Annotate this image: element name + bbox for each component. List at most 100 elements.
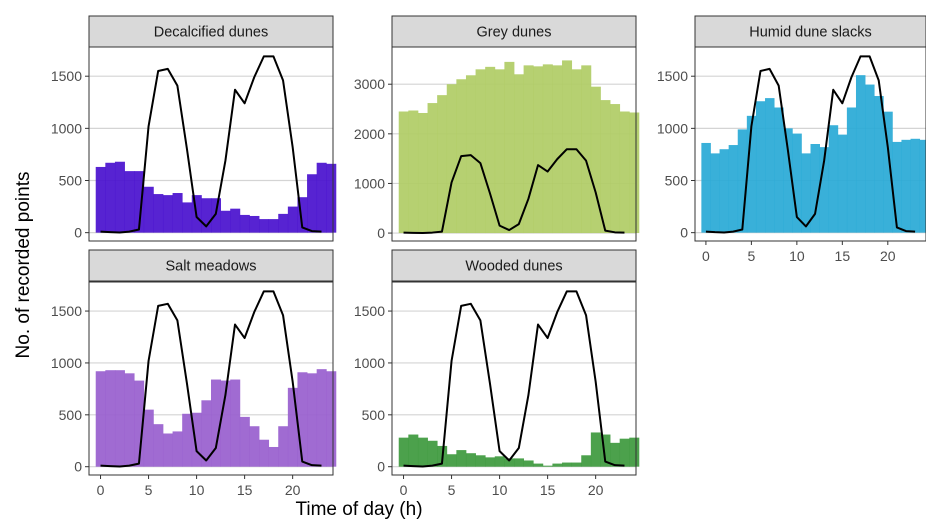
bar xyxy=(619,111,630,234)
panel-1: Decalcified dunes 0 500 1000 1500 xyxy=(51,15,337,242)
bar xyxy=(191,412,202,467)
y-tick-label: 0 xyxy=(74,225,82,241)
x-tick-label: 10 xyxy=(189,482,205,498)
bar xyxy=(172,193,183,233)
bar xyxy=(220,210,231,233)
bar xyxy=(134,171,145,233)
bar xyxy=(837,134,848,233)
bar xyxy=(95,166,106,233)
bar xyxy=(239,416,250,467)
bar xyxy=(465,75,476,234)
y-axis-title: No. of recorded points xyxy=(13,172,34,359)
bar xyxy=(398,437,409,467)
panel-border xyxy=(694,46,926,242)
bar xyxy=(710,153,720,233)
bar xyxy=(629,112,640,234)
x-tick-label: 10 xyxy=(789,248,805,264)
bar xyxy=(919,139,926,233)
bar xyxy=(408,434,419,467)
bar xyxy=(865,84,875,233)
bar xyxy=(901,139,911,233)
bar xyxy=(124,171,135,233)
bar xyxy=(249,426,260,467)
bar xyxy=(162,433,173,467)
bar xyxy=(590,86,601,234)
bar xyxy=(562,462,573,467)
x-tick-label: 20 xyxy=(285,482,301,498)
bar xyxy=(855,75,866,233)
bar xyxy=(239,214,250,233)
y-tick-label: 1000 xyxy=(354,355,385,371)
panel-border xyxy=(391,281,637,476)
bar xyxy=(182,202,193,233)
bar xyxy=(437,95,448,234)
x-tick-label: 20 xyxy=(880,248,896,264)
bar xyxy=(581,65,592,234)
bar xyxy=(408,110,419,234)
bar xyxy=(610,442,621,467)
x-tick-label: 15 xyxy=(540,482,556,498)
bar xyxy=(774,107,784,233)
bar xyxy=(417,437,428,467)
bar xyxy=(316,162,327,233)
bar xyxy=(153,194,164,233)
y-tick-label: 500 xyxy=(362,407,386,423)
series-line xyxy=(705,55,916,234)
bar xyxy=(755,101,766,233)
facet-strip xyxy=(88,15,334,48)
bar xyxy=(552,463,563,467)
bar xyxy=(504,61,515,234)
y-tick-label: 0 xyxy=(74,459,82,475)
bar xyxy=(494,69,505,234)
x-tick-label: 5 xyxy=(448,482,456,498)
bar xyxy=(783,128,793,233)
facet-title: Humid dune slacks xyxy=(749,25,872,41)
bar xyxy=(259,439,270,467)
bar xyxy=(143,409,154,467)
bar xyxy=(523,460,534,467)
panel-border xyxy=(391,46,637,242)
bar xyxy=(504,458,515,467)
bar xyxy=(201,400,212,467)
bar xyxy=(737,129,748,233)
x-tick-label: 5 xyxy=(747,248,755,264)
y-tick-label: 1500 xyxy=(51,303,82,319)
bar xyxy=(105,162,116,233)
bar xyxy=(95,371,106,467)
x-tick-label: 15 xyxy=(237,482,253,498)
bar xyxy=(485,66,496,234)
bar xyxy=(307,174,318,233)
bar xyxy=(610,104,621,234)
panel-5: Wooded dunes 0 500 1000 1500 0 5 10 15 20 xyxy=(354,249,640,498)
panel-border xyxy=(88,281,334,476)
bar xyxy=(629,437,640,467)
x-tick-label: 0 xyxy=(97,482,105,498)
bar xyxy=(398,111,409,234)
bar xyxy=(542,465,553,467)
y-tick-label: 3000 xyxy=(354,76,385,92)
bar xyxy=(701,142,711,233)
bar xyxy=(143,186,154,233)
bar xyxy=(846,107,857,233)
x-tick-label: 0 xyxy=(400,482,408,498)
y-tick-label: 500 xyxy=(59,407,83,423)
bar xyxy=(316,369,327,467)
y-tick-label: 1000 xyxy=(354,175,385,191)
bar xyxy=(124,373,135,467)
bar xyxy=(810,144,820,233)
bar xyxy=(465,453,476,467)
bar xyxy=(746,115,757,233)
y-tick-label: 0 xyxy=(377,459,385,475)
x-tick-label: 15 xyxy=(835,248,851,264)
panel-border xyxy=(88,46,334,242)
bar xyxy=(278,213,289,233)
bar xyxy=(874,96,884,233)
bar xyxy=(910,138,921,233)
panel-3: Humid dune slacks 0 500 1000 1500 0 5 10 15 20 xyxy=(657,15,926,264)
bar xyxy=(230,208,241,233)
y-tick-label: 1500 xyxy=(657,68,688,84)
y-tick-label: 0 xyxy=(377,225,385,241)
bar xyxy=(268,219,279,233)
facet-title: Decalcified dunes xyxy=(154,25,268,41)
